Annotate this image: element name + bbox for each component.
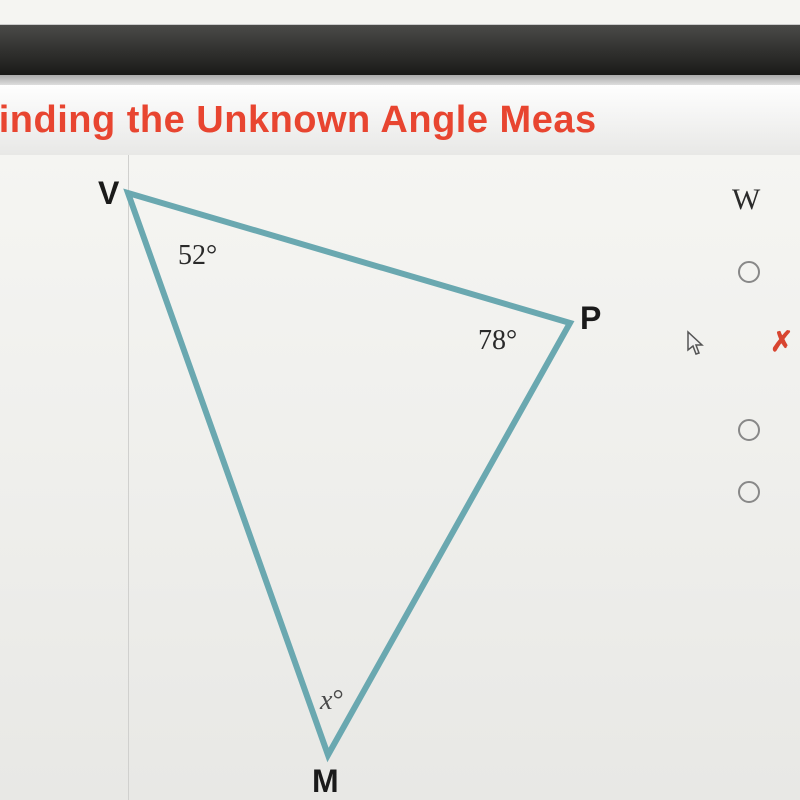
title-region: Finding the Unknown Angle Meas (0, 85, 800, 155)
cursor-icon (686, 330, 706, 358)
top-bar-text (0, 0, 800, 3)
angle-variable-x: x (320, 685, 332, 716)
browser-top-bar (0, 0, 800, 25)
incorrect-x-icon: ✗ (770, 325, 793, 358)
vertex-label-v: V (98, 175, 119, 212)
angle-label-p: 78° (478, 325, 517, 357)
triangle-diagram: V P M 52° 78° x° (0, 155, 660, 800)
radio-option-1[interactable] (738, 261, 760, 283)
option-letter-w: W (732, 183, 760, 217)
angle-degree-symbol: ° (332, 685, 343, 716)
shadow-bar (0, 75, 800, 85)
page-title: Finding the Unknown Angle Meas (0, 99, 597, 142)
triangle-shape (128, 193, 570, 755)
content-area: V P M 52° 78° x° W ✗ (0, 155, 800, 800)
black-header-bar (0, 25, 800, 75)
vertex-label-m: M (312, 763, 339, 800)
vertex-label-p: P (580, 300, 601, 337)
angle-label-m: x° (320, 685, 344, 717)
angle-label-v: 52° (178, 240, 217, 272)
radio-option-3[interactable] (738, 481, 760, 503)
radio-option-2[interactable] (738, 419, 760, 441)
options-panel: W ✗ (720, 155, 800, 800)
